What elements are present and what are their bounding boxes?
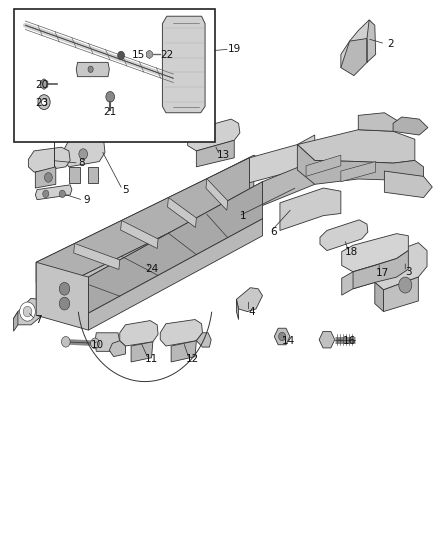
Text: 13: 13 [217, 150, 230, 160]
Text: 2: 2 [388, 39, 394, 49]
Polygon shape [385, 171, 432, 198]
Circle shape [79, 149, 88, 159]
Polygon shape [110, 341, 125, 357]
Text: 19: 19 [228, 44, 241, 54]
Polygon shape [237, 288, 262, 312]
Text: 24: 24 [145, 264, 158, 274]
Polygon shape [36, 193, 250, 316]
Polygon shape [36, 158, 250, 298]
Polygon shape [76, 62, 110, 77]
Circle shape [61, 336, 70, 347]
Polygon shape [367, 20, 376, 62]
Text: 20: 20 [35, 80, 48, 90]
Polygon shape [88, 182, 262, 297]
Polygon shape [14, 298, 41, 325]
Text: 5: 5 [122, 184, 129, 195]
Circle shape [20, 302, 35, 321]
Text: 15: 15 [132, 51, 145, 60]
Text: 18: 18 [345, 247, 358, 257]
Circle shape [117, 51, 124, 60]
Polygon shape [120, 221, 158, 248]
Circle shape [45, 173, 52, 182]
Polygon shape [160, 319, 202, 346]
Polygon shape [36, 158, 250, 282]
Circle shape [59, 190, 65, 198]
Polygon shape [88, 167, 98, 183]
Polygon shape [187, 119, 240, 151]
Text: 22: 22 [160, 51, 173, 60]
Circle shape [91, 338, 99, 349]
Polygon shape [375, 243, 427, 290]
Text: 7: 7 [35, 314, 42, 325]
Polygon shape [280, 188, 341, 230]
Text: 17: 17 [375, 268, 389, 278]
Polygon shape [35, 185, 72, 200]
Polygon shape [36, 262, 88, 330]
Circle shape [43, 190, 49, 198]
Polygon shape [196, 333, 211, 347]
Polygon shape [120, 320, 158, 346]
Circle shape [23, 306, 32, 317]
Polygon shape [262, 160, 315, 206]
Polygon shape [342, 265, 375, 295]
Polygon shape [358, 113, 402, 131]
Text: 3: 3 [405, 267, 412, 277]
Text: 23: 23 [35, 98, 48, 108]
Polygon shape [45, 261, 53, 290]
Polygon shape [206, 179, 228, 211]
Polygon shape [297, 130, 415, 163]
Text: 6: 6 [270, 227, 277, 237]
Text: 21: 21 [103, 107, 117, 117]
Polygon shape [341, 38, 367, 76]
Circle shape [42, 99, 47, 106]
Text: 8: 8 [78, 158, 85, 168]
Circle shape [88, 66, 93, 72]
Polygon shape [342, 233, 408, 272]
Text: 11: 11 [145, 354, 158, 364]
Polygon shape [74, 244, 120, 270]
Polygon shape [375, 282, 384, 312]
Polygon shape [341, 161, 376, 182]
Polygon shape [341, 20, 374, 68]
Polygon shape [95, 333, 120, 351]
Polygon shape [28, 147, 70, 172]
Polygon shape [297, 144, 424, 184]
Polygon shape [168, 198, 196, 228]
Polygon shape [353, 251, 408, 289]
FancyBboxPatch shape [14, 10, 215, 142]
Polygon shape [393, 117, 428, 135]
Polygon shape [384, 277, 418, 312]
Polygon shape [88, 219, 262, 330]
Text: 4: 4 [248, 306, 255, 317]
Polygon shape [320, 220, 368, 251]
Text: 1: 1 [240, 211, 246, 221]
Polygon shape [250, 135, 315, 183]
Polygon shape [14, 312, 18, 331]
Text: 14: 14 [282, 336, 295, 346]
Text: 16: 16 [343, 336, 356, 346]
Polygon shape [45, 155, 262, 268]
Text: 10: 10 [91, 340, 104, 350]
Polygon shape [162, 16, 205, 113]
Circle shape [279, 332, 286, 341]
Text: 12: 12 [186, 354, 200, 364]
Polygon shape [63, 135, 105, 167]
Polygon shape [171, 341, 196, 362]
Circle shape [38, 95, 50, 110]
Polygon shape [131, 342, 153, 362]
Polygon shape [196, 140, 234, 167]
Polygon shape [306, 155, 341, 176]
Polygon shape [35, 167, 56, 188]
Circle shape [106, 92, 115, 102]
Polygon shape [237, 300, 239, 319]
Circle shape [59, 297, 70, 310]
Polygon shape [69, 167, 80, 183]
Circle shape [59, 282, 70, 295]
Text: 9: 9 [83, 195, 89, 205]
Polygon shape [88, 182, 262, 313]
Polygon shape [45, 177, 254, 298]
Circle shape [399, 277, 412, 293]
